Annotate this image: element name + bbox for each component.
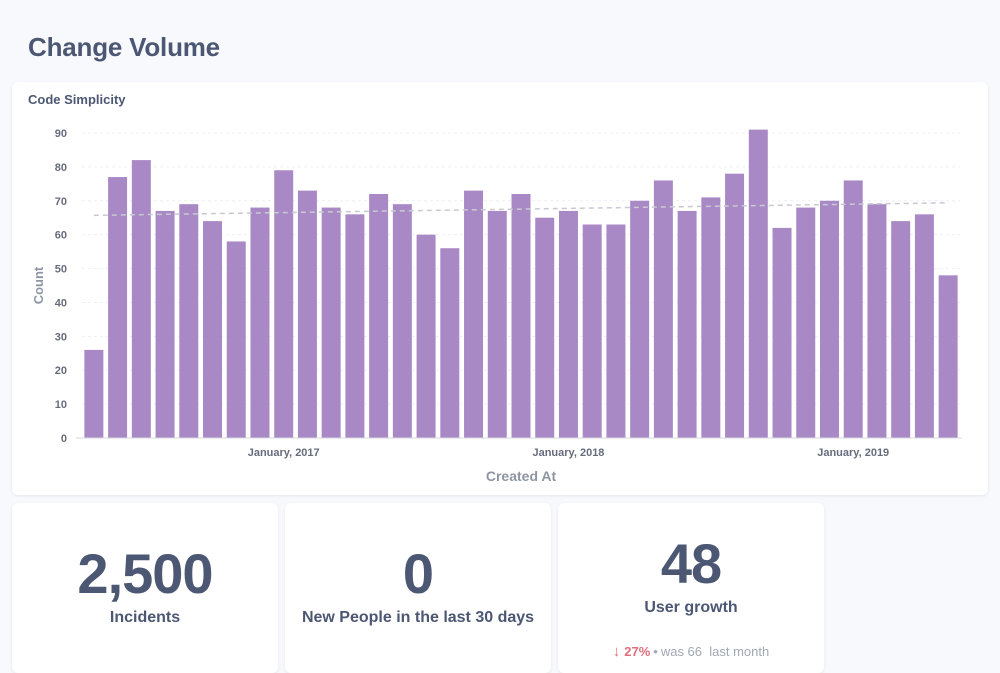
bar[interactable] bbox=[274, 170, 294, 438]
bar[interactable] bbox=[487, 210, 507, 438]
bar[interactable] bbox=[179, 204, 199, 438]
y-tick-label: 10 bbox=[55, 399, 67, 411]
bar[interactable] bbox=[297, 190, 317, 438]
bar[interactable] bbox=[84, 349, 104, 438]
growth-comparison: ↓ 27% • was 66 last month bbox=[558, 643, 824, 660]
page-title: Change Volume bbox=[28, 32, 220, 62]
bar[interactable] bbox=[914, 214, 934, 438]
bar[interactable] bbox=[535, 217, 555, 438]
bar[interactable] bbox=[796, 207, 816, 438]
chart-card[interactable]: 0 10 20 30 40 50 60 70 80 90 January, 2017 January,… bbox=[12, 82, 988, 495]
y-tick-label: 50 bbox=[55, 264, 67, 276]
bar[interactable] bbox=[677, 210, 697, 438]
bar[interactable] bbox=[131, 160, 151, 438]
bar[interactable] bbox=[345, 214, 365, 438]
y-tick-label: 70 bbox=[55, 196, 67, 208]
chart-title[interactable]: Code Simplicity bbox=[28, 92, 126, 107]
bar[interactable] bbox=[203, 221, 223, 438]
new-people-value: 0 bbox=[402, 542, 434, 605]
bar[interactable] bbox=[558, 210, 578, 438]
bar[interactable] bbox=[392, 204, 412, 438]
y-tick-label: 20 bbox=[55, 365, 67, 377]
bar[interactable] bbox=[250, 207, 270, 438]
bar[interactable] bbox=[725, 173, 745, 438]
y-tick-label: 90 bbox=[55, 128, 67, 140]
trend-line bbox=[93, 202, 949, 217]
bar[interactable] bbox=[440, 248, 460, 438]
bar[interactable] bbox=[938, 275, 958, 438]
x-tick-label: January, 2019 bbox=[817, 447, 889, 459]
bar[interactable] bbox=[416, 234, 436, 438]
user-growth-card[interactable]: 48 User growth ↓ 27% • was 66 last month bbox=[558, 503, 824, 673]
bar[interactable] bbox=[582, 224, 602, 439]
previous-period: last month bbox=[709, 644, 770, 659]
y-tick-label: 60 bbox=[55, 230, 67, 242]
y-tick-label: 40 bbox=[55, 297, 67, 309]
bar[interactable] bbox=[748, 129, 768, 438]
user-growth-value: 48 bbox=[660, 532, 722, 595]
previous-value: was 66 bbox=[660, 644, 703, 659]
y-tick-label: 0 bbox=[61, 433, 67, 445]
arrow-down-icon: ↓ bbox=[612, 643, 621, 660]
bar[interactable] bbox=[155, 210, 175, 438]
y-axis-title: Count bbox=[31, 266, 46, 304]
bar[interactable] bbox=[819, 200, 839, 438]
x-tick-label: January, 2017 bbox=[248, 447, 320, 459]
bar[interactable] bbox=[511, 194, 531, 438]
bar[interactable] bbox=[630, 200, 650, 438]
bar[interactable] bbox=[108, 177, 128, 439]
bar[interactable] bbox=[843, 180, 863, 438]
bar-chart[interactable]: 0 10 20 30 40 50 60 70 80 90 January, 2017 January,… bbox=[12, 82, 988, 495]
user-growth-label: User growth bbox=[644, 599, 738, 616]
bar[interactable] bbox=[867, 204, 887, 438]
x-axis-title: Created At bbox=[486, 468, 557, 484]
bar[interactable] bbox=[891, 221, 911, 438]
growth-percent: 27% bbox=[624, 644, 651, 659]
bar[interactable] bbox=[701, 197, 721, 438]
new-people-card[interactable]: 0 New People in the last 30 days bbox=[285, 503, 551, 673]
y-tick-label: 80 bbox=[55, 162, 67, 174]
bar[interactable] bbox=[772, 227, 792, 438]
bar[interactable] bbox=[606, 224, 626, 439]
new-people-label: New People in the last 30 days bbox=[301, 609, 535, 626]
incidents-card[interactable]: 2,500 Incidents bbox=[12, 503, 278, 673]
incidents-value: 2,500 bbox=[77, 542, 213, 605]
y-tick-label: 30 bbox=[55, 331, 67, 343]
bar[interactable] bbox=[321, 207, 341, 438]
separator-dot: • bbox=[653, 644, 658, 659]
x-tick-label: January, 2018 bbox=[532, 447, 604, 459]
bar[interactable] bbox=[464, 190, 484, 438]
bar[interactable] bbox=[226, 241, 246, 438]
bar[interactable] bbox=[369, 194, 389, 438]
bar[interactable] bbox=[653, 180, 673, 438]
incidents-label: Incidents bbox=[109, 609, 181, 626]
